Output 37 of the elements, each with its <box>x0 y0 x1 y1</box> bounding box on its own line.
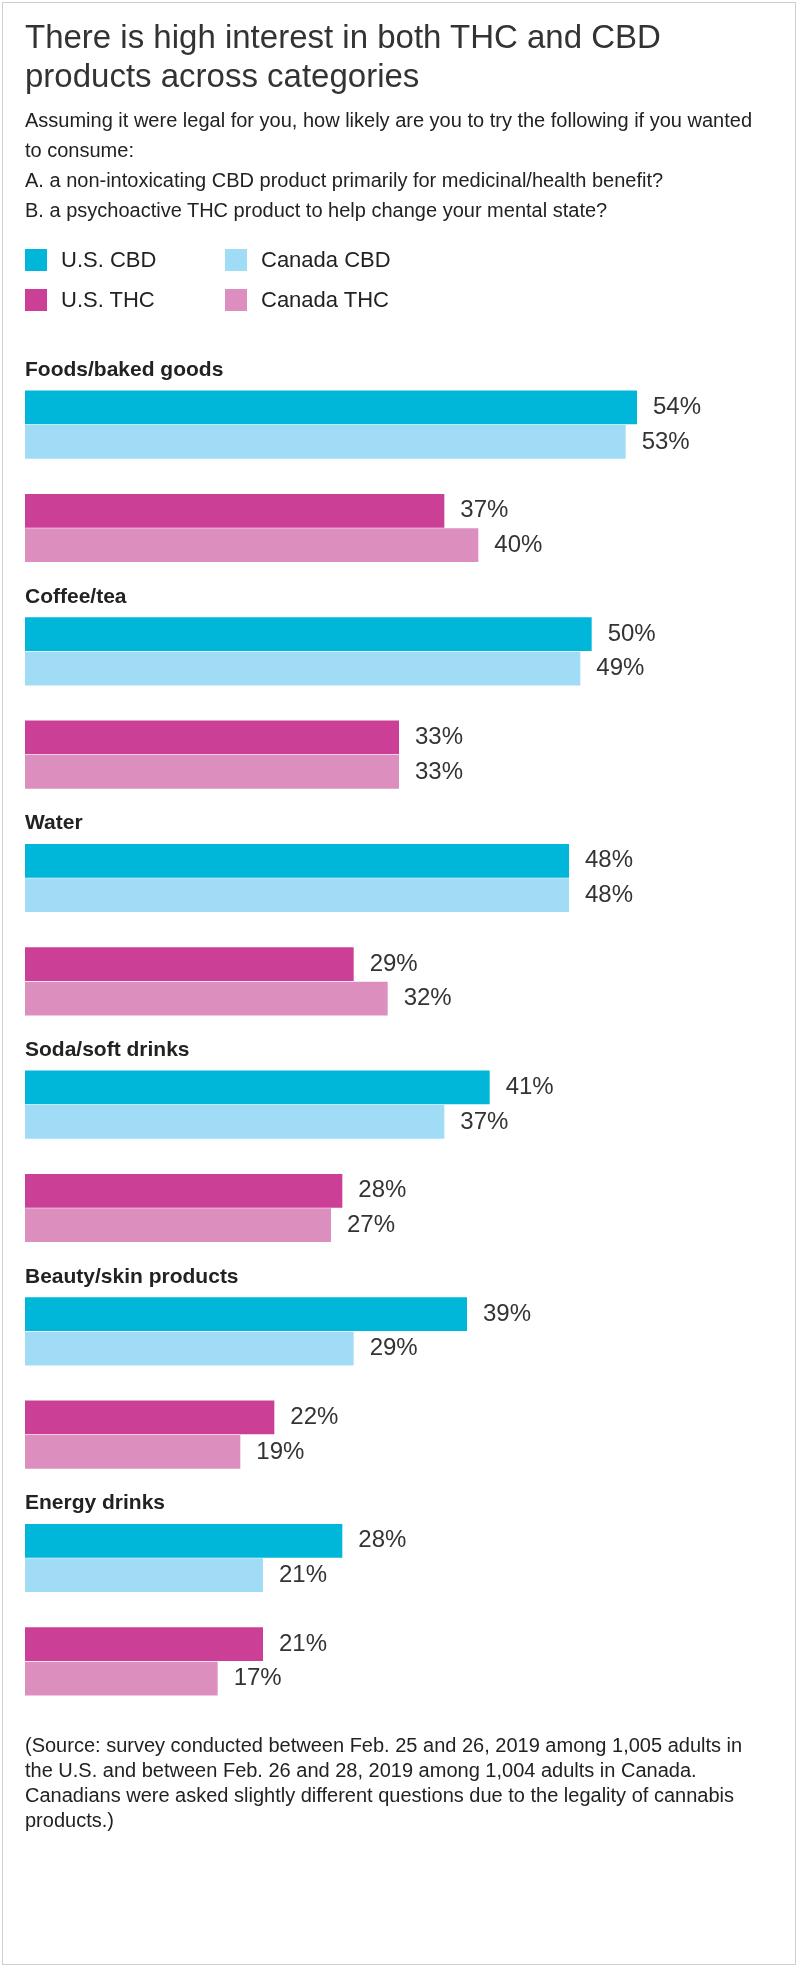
data-label: 28% <box>358 1525 407 1553</box>
data-label: 48% <box>585 845 634 873</box>
data-label: 50% <box>607 618 656 646</box>
data-label: 33% <box>415 756 464 784</box>
data-label: 32% <box>403 983 452 1011</box>
data-label: 19% <box>256 1436 305 1464</box>
data-label: 54% <box>653 392 702 420</box>
legend-label: Canada CBD <box>261 247 391 273</box>
data-label: 37% <box>460 495 509 523</box>
chart-title: There is high interest in both THC and CBD products across categories <box>25 17 662 95</box>
y-tick-label: Foods/baked goods <box>25 356 224 380</box>
y-tick-label: Beauty/skin products <box>25 1263 239 1287</box>
data-label: 37% <box>460 1106 509 1134</box>
legend-label: Canada THC <box>261 287 389 313</box>
data-label: 48% <box>585 879 634 907</box>
data-label: 21% <box>279 1559 328 1587</box>
data-label: 27% <box>347 1209 396 1237</box>
data-label: 29% <box>369 948 418 976</box>
y-tick-label: Soda/soft drinks <box>25 1036 190 1060</box>
legend-label: U.S. CBD <box>61 247 157 273</box>
data-label: 29% <box>369 1333 418 1361</box>
data-label: 17% <box>233 1663 282 1691</box>
data-label: 53% <box>641 426 690 454</box>
data-label: 28% <box>358 1175 407 1203</box>
chart-subtitle: Assuming it were legal for you, how likely are you to try the following if you wanted to consume: A. a non-intoxicating CBD product primarily for medicinal/health benefit? B. a psychoactive THC product to help change your mental state? <box>25 108 754 223</box>
data-label: 21% <box>279 1628 328 1656</box>
y-tick-label: Water <box>25 810 83 834</box>
data-label: 33% <box>415 722 464 750</box>
data-label: 41% <box>505 1072 554 1100</box>
data-label: 22% <box>290 1402 339 1430</box>
text: (Source: survey conducted between Feb. 25 and 26, 2019 among 1,005 adults in the U.S. and between Feb. 26 and 28, 2019 among 1,004 adults in Canada. Canadians were asked slightly different questions due to the legality of cannabis products.) <box>25 1733 744 1833</box>
data-label: 49% <box>596 653 645 681</box>
data-label: 39% <box>483 1298 532 1326</box>
data-label: 40% <box>494 529 543 557</box>
y-tick-label: Energy drinks <box>25 1490 166 1514</box>
y-tick-label: Coffee/tea <box>25 583 127 607</box>
legend-label: U.S. THC <box>61 287 155 313</box>
